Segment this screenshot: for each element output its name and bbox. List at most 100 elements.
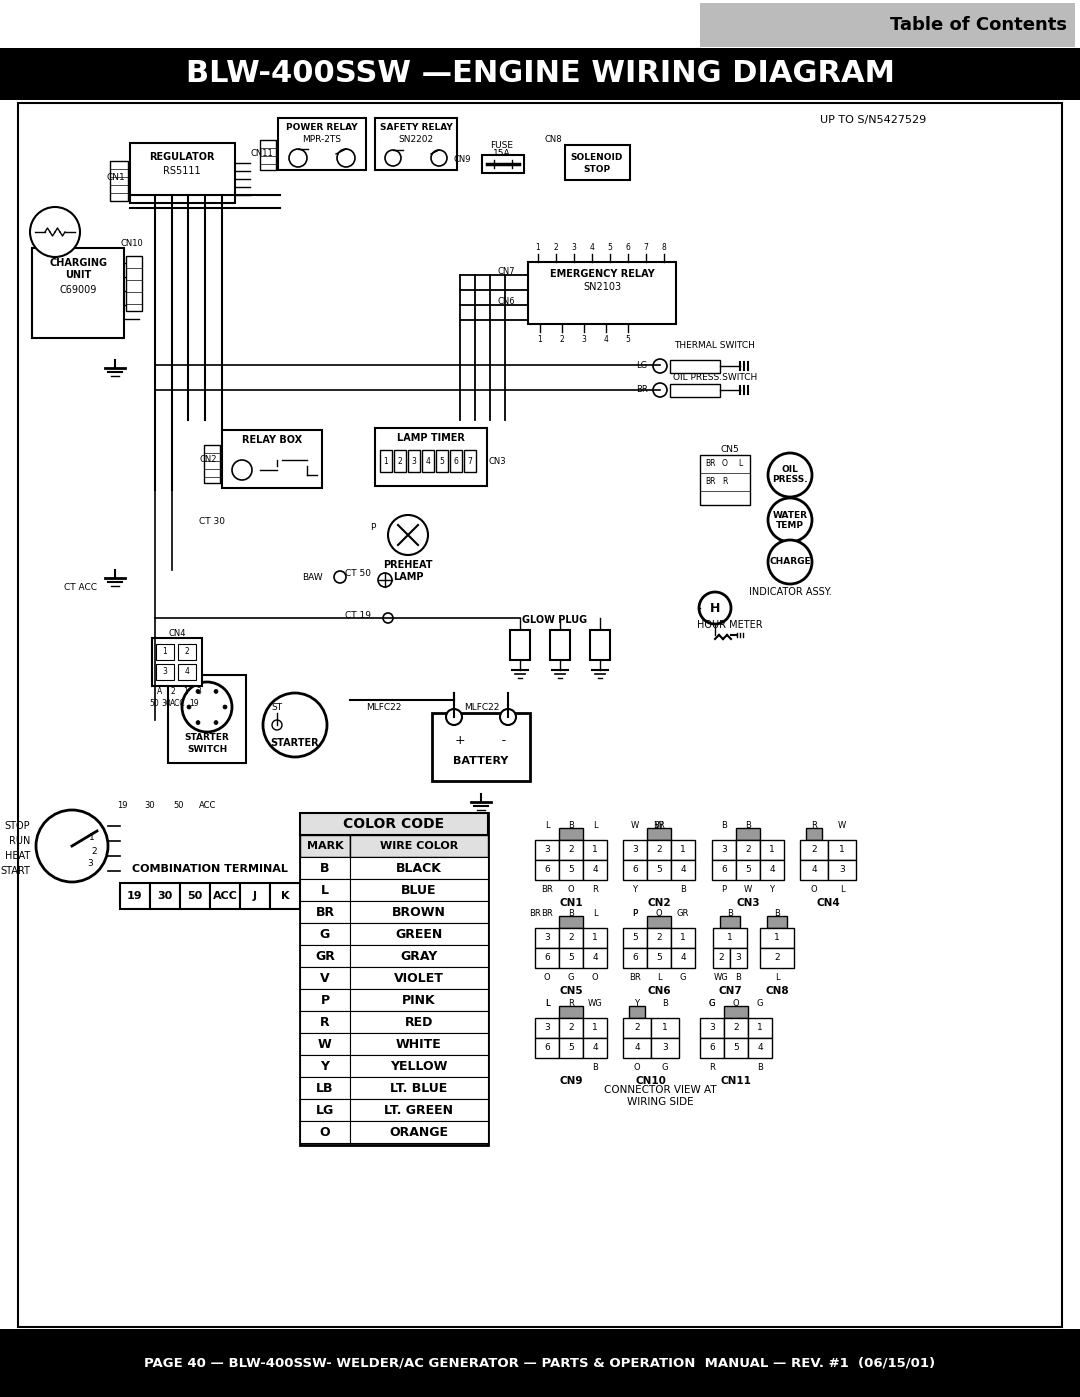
Text: B: B [321,862,329,875]
Text: +         -: + - [456,735,507,747]
Bar [647,928,671,949]
Text: 3: 3 [87,859,93,869]
Text: 3: 3 [632,845,638,855]
Bar [120,883,150,909]
Bar [623,840,647,861]
Text: 3: 3 [662,1044,667,1052]
Text: CN8: CN8 [766,986,788,996]
Text: 30: 30 [158,891,173,901]
Text: MPR-2TS: MPR-2TS [302,136,341,144]
Text: LT. BLUE: LT. BLUE [390,1081,447,1094]
Text: 7: 7 [468,457,472,465]
Bar [730,949,747,968]
Bar [671,949,696,968]
Text: 1: 1 [592,1024,598,1032]
Text: L: L [738,458,742,468]
Bar [300,923,350,944]
Text: ST: ST [271,703,283,711]
Text: CT 50: CT 50 [345,569,372,577]
Text: 1: 1 [536,243,540,251]
Bar [800,861,828,880]
Bar [535,1018,559,1038]
Text: 5: 5 [625,334,631,344]
Text: 6: 6 [544,1044,550,1052]
Text: VIOLET: VIOLET [394,971,444,985]
Bar [350,1077,488,1099]
Bar [270,883,300,909]
Text: GLOW PLUG: GLOW PLUG [523,615,588,624]
Text: WIRE COLOR: WIRE COLOR [380,841,458,851]
Text: HOUR METER: HOUR METER [698,620,762,630]
Text: 3: 3 [581,334,586,344]
Bar [767,916,787,928]
Text: 2: 2 [397,457,403,465]
Text: W: W [744,886,752,894]
Bar [713,928,747,949]
Bar [700,3,1075,47]
Bar [350,1055,488,1077]
Text: LAMP TIMER: LAMP TIMER [397,433,464,443]
Text: CONNECTOR VIEW AT: CONNECTOR VIEW AT [604,1085,716,1095]
Text: 3: 3 [197,686,202,696]
Text: 8: 8 [662,243,666,251]
Bar [300,1077,350,1099]
Text: 3: 3 [163,668,167,676]
Text: 2: 2 [811,845,816,855]
Text: O: O [732,999,740,1007]
Bar [828,840,856,861]
Bar [350,835,488,856]
Bar [565,145,630,180]
Bar [222,430,322,488]
Text: P: P [633,908,637,918]
Text: B: B [662,999,667,1007]
Text: 4: 4 [680,954,686,963]
Bar [559,1038,583,1058]
Bar [464,450,476,472]
Bar [350,967,488,989]
Bar [748,1018,772,1038]
Bar [350,879,488,901]
Text: Y: Y [321,1059,329,1073]
Text: 2: 2 [634,1024,639,1032]
Text: W: W [654,820,663,830]
Text: CN10: CN10 [121,239,144,247]
Bar [350,1120,488,1143]
Bar [583,1018,607,1038]
Circle shape [388,515,428,555]
Bar [260,140,276,170]
Bar [350,989,488,1011]
Text: H: H [710,602,720,615]
Text: B: B [727,908,733,918]
Bar [300,901,350,923]
Text: START: START [0,866,30,876]
Circle shape [195,721,200,725]
Text: 2: 2 [559,334,565,344]
Circle shape [222,705,227,710]
Text: ORANGE: ORANGE [390,1126,448,1139]
Text: V: V [320,971,329,985]
Circle shape [30,207,80,257]
Text: 5: 5 [568,954,573,963]
Bar [156,664,174,680]
Text: 1: 1 [757,1024,762,1032]
Text: 5: 5 [568,866,573,875]
Text: G: G [708,999,715,1007]
Text: 1: 1 [680,845,686,855]
Text: 2: 2 [91,847,97,855]
Text: BAW: BAW [301,573,322,581]
Text: ACC: ACC [171,698,186,707]
Bar [800,840,828,861]
Text: G: G [568,974,575,982]
Bar [482,155,524,173]
Text: 19: 19 [127,891,143,901]
Bar [300,1032,350,1055]
Text: O: O [656,908,662,918]
Circle shape [183,682,232,732]
Text: PAGE 40 — BLW-400SSW- WELDER/AC GENERATOR — PARTS & OPERATION  MANUAL — REV. #1 : PAGE 40 — BLW-400SSW- WELDER/AC GENERATO… [145,1356,935,1369]
Text: 3: 3 [839,866,845,875]
Text: CN6: CN6 [497,298,515,306]
Text: MLFC22: MLFC22 [366,703,402,711]
Bar [647,828,671,840]
Bar [0,1329,1080,1397]
Text: MLFC22: MLFC22 [464,703,500,711]
